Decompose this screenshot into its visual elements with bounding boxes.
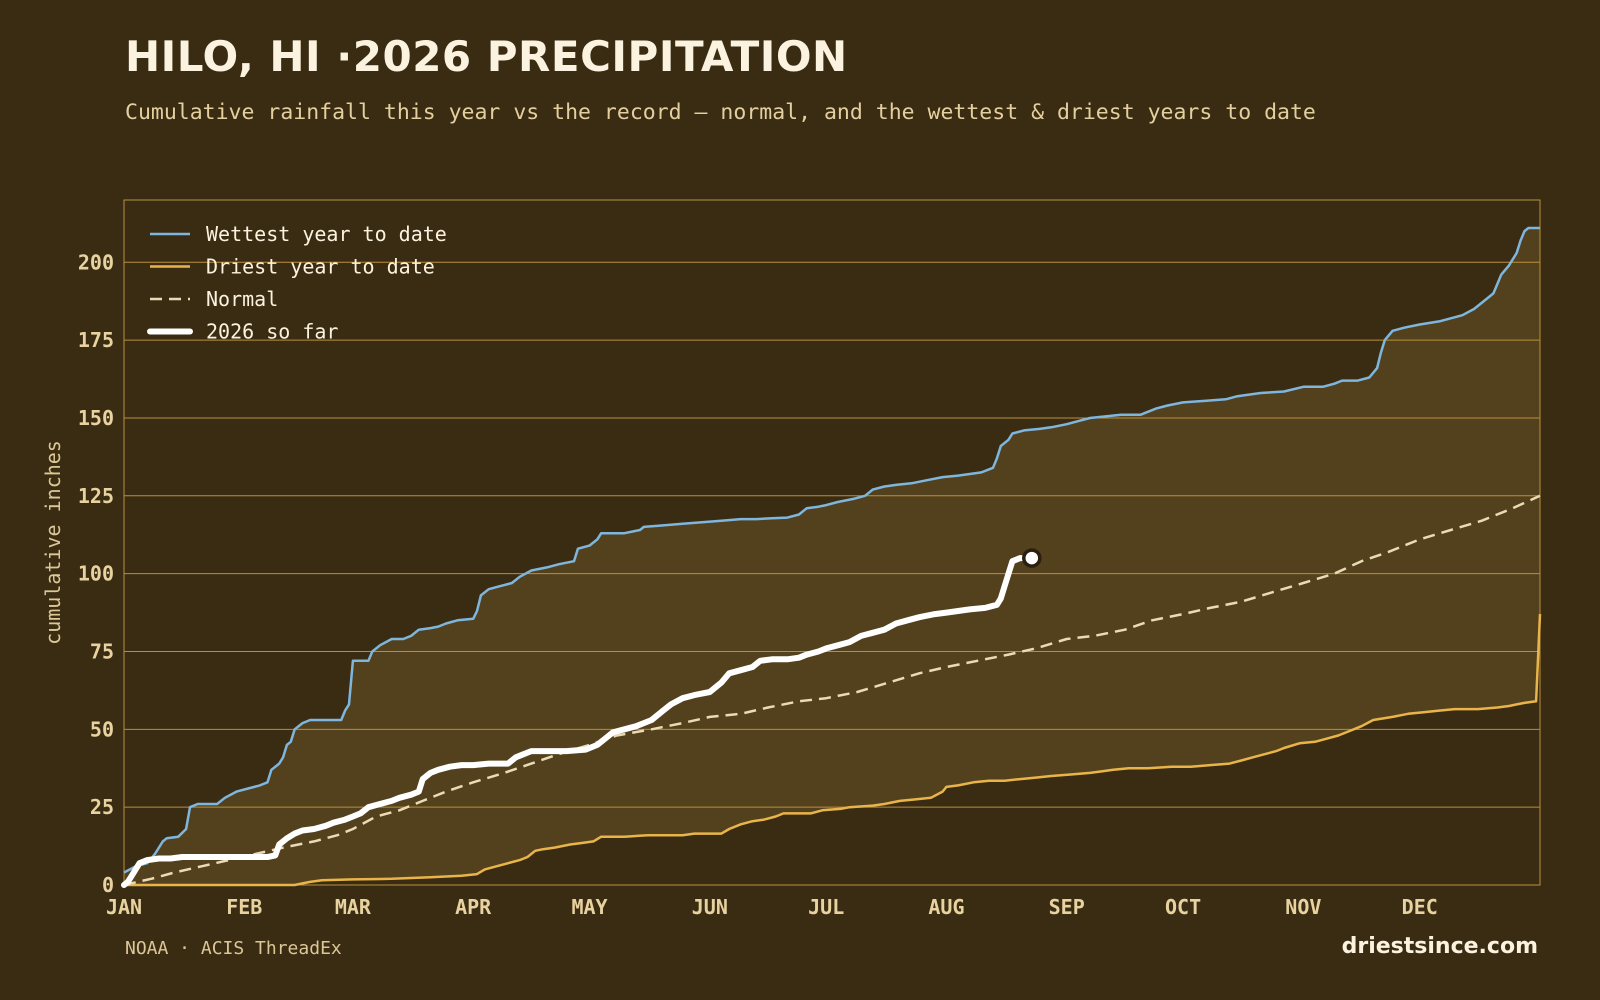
x-tick-label-nov: NOV [1285,895,1321,919]
x-tick-label-apr: APR [455,895,492,919]
y-tick-label: 0 [102,873,114,897]
y-tick-label: 25 [90,795,114,819]
y-axis-label: cumulative inches [41,440,65,645]
y-tick-label: 50 [90,717,114,741]
series-line-driest [124,614,1542,887]
legend-label-wettest: Wettest year to date [206,222,447,246]
x-tick-label-feb: FEB [226,895,262,919]
legend-label-driest: Driest year to date [206,255,435,279]
brand-link[interactable]: driestsince.com [1341,934,1538,959]
chart-subtitle: Cumulative rainfall this year vs the rec… [125,100,1316,125]
legend-label-normal: Normal [206,287,278,311]
x-tick-label-jun: JUN [692,895,728,919]
y-tick-label: 125 [78,484,114,508]
legend-label-current: 2026 so far [206,320,338,344]
x-tick-label-mar: MAR [335,895,372,919]
x-tick-label-may: MAY [571,895,607,919]
current-day-marker [1022,548,1042,568]
x-tick-label-oct: OCT [1165,895,1201,919]
legend: Wettest year to date Driest year to date N… [147,222,447,344]
y-tick-label: 200 [78,250,114,274]
plot-frame [123,199,1541,886]
x-tick-label-jan: JAN [106,895,142,919]
x-tick-label-jul: JUL [808,895,844,919]
x-tick-label-dec: DEC [1402,895,1438,919]
y-tick-label: 100 [78,562,114,586]
record-range-band [124,228,1540,885]
series-line-wettest [123,226,1540,874]
x-tick-label-sep: SEP [1049,895,1085,919]
x-tick-label-aug: AUG [928,895,964,919]
y-tick-label: 75 [90,639,114,663]
series-line-current [121,555,1035,888]
y-tick-label: 175 [78,328,114,352]
data-source: NOAA · ACIS ThreadEx [125,938,342,959]
chart-title: HILO, HI ·2026 PRECIPITATION [125,32,848,81]
y-tick-label: 150 [78,406,114,430]
